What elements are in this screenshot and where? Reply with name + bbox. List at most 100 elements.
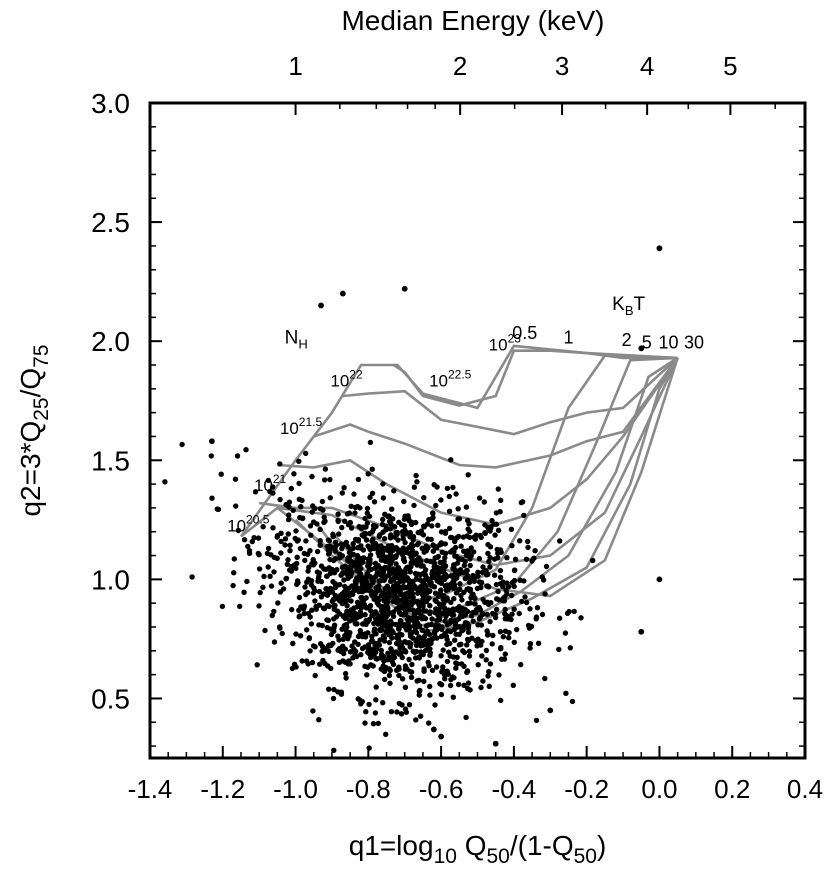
data-point xyxy=(335,511,341,517)
data-point xyxy=(427,603,433,609)
data-point xyxy=(369,466,375,472)
data-point xyxy=(590,557,596,564)
data-point xyxy=(407,631,414,637)
data-point xyxy=(473,607,480,613)
data-point xyxy=(487,528,493,534)
data-point xyxy=(288,485,294,492)
data-point xyxy=(232,476,239,482)
data-point xyxy=(464,668,471,674)
data-point xyxy=(347,630,353,636)
data-point xyxy=(523,599,530,606)
data-point xyxy=(449,534,455,541)
data-point xyxy=(542,591,548,597)
data-point xyxy=(409,554,415,560)
data-point xyxy=(355,633,362,640)
data-point xyxy=(327,589,333,595)
data-point xyxy=(427,683,433,690)
data-point xyxy=(469,635,475,641)
data-point-outlier xyxy=(638,628,645,635)
data-point xyxy=(432,597,438,603)
data-point xyxy=(438,575,444,581)
data-point xyxy=(504,591,510,597)
data-point xyxy=(387,680,393,686)
data-point xyxy=(386,610,392,616)
data-point xyxy=(294,560,300,567)
data-point xyxy=(466,648,473,654)
data-point xyxy=(420,634,427,641)
data-point xyxy=(410,617,416,623)
y-tick-label: 1.0 xyxy=(91,564,130,595)
data-point xyxy=(278,580,284,586)
data-point xyxy=(441,605,448,611)
data-point xyxy=(373,684,379,690)
ylabel-a: q2=3*Q xyxy=(15,421,46,517)
data-point xyxy=(337,611,343,617)
data-point xyxy=(442,618,448,624)
data-point xyxy=(319,622,325,629)
xlabel-b-sub: 50 xyxy=(486,845,509,868)
ylabel-b: /Q xyxy=(15,368,46,398)
data-point xyxy=(403,530,410,536)
data-point xyxy=(389,635,395,641)
data-point xyxy=(500,634,506,640)
data-point xyxy=(345,636,351,642)
data-point xyxy=(327,495,333,501)
data-point xyxy=(260,584,266,590)
data-point xyxy=(293,664,299,670)
data-point xyxy=(424,575,430,581)
data-point xyxy=(410,534,417,540)
data-point xyxy=(344,589,350,595)
data-point xyxy=(360,575,367,581)
data-point xyxy=(179,441,185,448)
data-point xyxy=(369,490,376,496)
data-point xyxy=(387,535,394,541)
data-point xyxy=(484,583,490,589)
data-point xyxy=(423,590,430,597)
data-point xyxy=(428,536,434,543)
data-point xyxy=(369,637,375,644)
data-point xyxy=(295,537,301,543)
nh-label-exp: 21.5 xyxy=(299,415,323,429)
data-point xyxy=(433,664,440,670)
data-point xyxy=(390,651,396,657)
data-point xyxy=(332,539,339,545)
data-point xyxy=(339,524,345,531)
data-point xyxy=(339,545,345,552)
data-point xyxy=(275,600,281,606)
data-point xyxy=(308,621,315,627)
data-point xyxy=(364,510,370,516)
data-point xyxy=(470,618,476,624)
data-point xyxy=(417,587,423,593)
data-point xyxy=(459,661,465,667)
data-point xyxy=(511,606,517,612)
data-point xyxy=(394,531,400,538)
data-point xyxy=(278,550,284,556)
data-point xyxy=(412,608,418,615)
data-point xyxy=(308,532,314,538)
data-point xyxy=(531,555,537,561)
data-points xyxy=(162,245,663,753)
data-point xyxy=(471,594,478,601)
data-point xyxy=(162,479,168,485)
data-point xyxy=(371,499,378,505)
data-point-outlier xyxy=(339,290,346,297)
data-point xyxy=(495,486,501,492)
data-point xyxy=(483,647,490,654)
data-point xyxy=(341,623,347,629)
data-point xyxy=(332,603,338,609)
data-point xyxy=(510,682,516,688)
data-point xyxy=(362,720,368,726)
data-point xyxy=(359,645,366,652)
data-point xyxy=(321,519,327,526)
data-point xyxy=(452,567,458,573)
data-point xyxy=(399,676,406,682)
data-point xyxy=(406,656,412,663)
nh-label-exp: 23 xyxy=(508,332,522,346)
data-point xyxy=(415,540,422,547)
data-point xyxy=(357,566,364,572)
data-point xyxy=(394,709,400,715)
data-point xyxy=(451,548,457,555)
data-point xyxy=(398,621,404,627)
data-point xyxy=(376,587,382,593)
data-point xyxy=(419,578,425,584)
